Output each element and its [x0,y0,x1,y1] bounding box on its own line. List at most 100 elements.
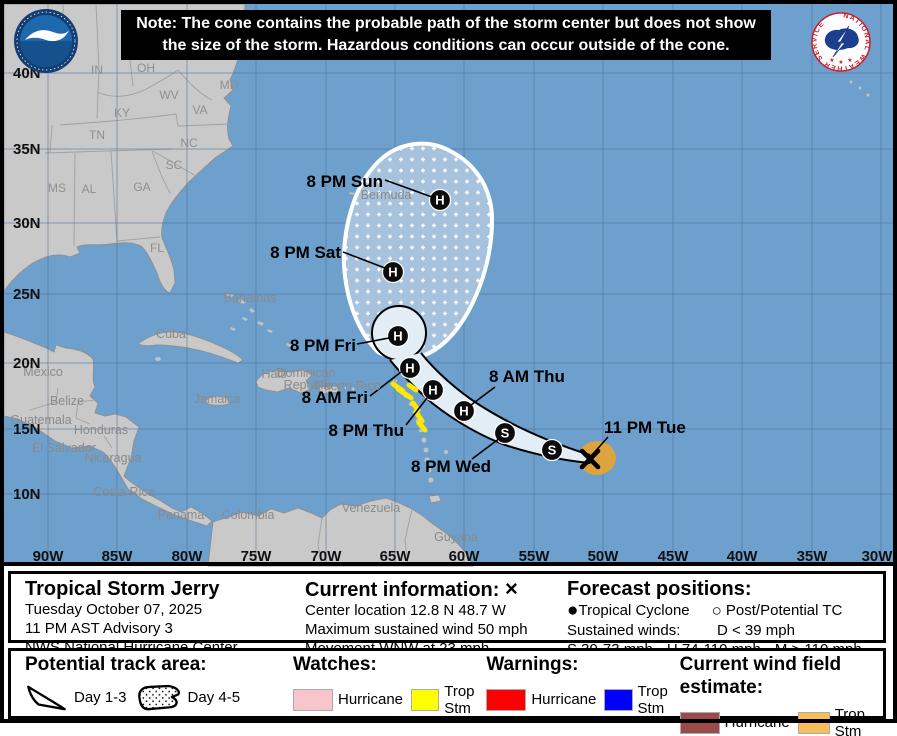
latitude-labels: 40N 35N 30N 25N 20N 15N 10N [13,65,41,503]
state-label: OH [137,61,155,75]
current-position-x [579,448,601,470]
cuba [137,331,244,364]
place-label: Panama [158,508,205,522]
place-label: Guyana [434,530,478,544]
day13-cone-icon [27,685,66,711]
cone-day1-3-fill [390,353,590,463]
current-info-title-text: Current information: [305,579,500,601]
tropical-cyclone-label: Tropical Cyclone [578,602,690,619]
trinidad [428,494,442,504]
place-label: Dominican [276,366,335,380]
place-label: Honduras [74,423,128,437]
potential-track-area-title: Potential track area: [25,654,207,675]
lat-label: 35N [13,141,41,158]
track-time-label: 8 PM Sat [270,243,341,262]
track-time-labels: 8 PM Sun 8 PM Sat 8 PM Fri 8 AM Fri 8 PM… [270,172,686,476]
sustained-winds-row: Sustained winds: D < 39 mph [567,621,877,641]
place-label: Mexico [23,365,63,379]
trop-stm-watch-label: Trop Stm [444,682,475,717]
noaa-logo [14,9,78,73]
windfield-group: Current wind field estimate: Hurricane T… [679,654,883,736]
trop-stm-windfield-item: Trop Stm [797,706,883,736]
storm-identity: Tropical Storm Jerry Tuesday October 07,… [25,578,305,656]
trop-stm-watch-areas [390,381,428,433]
state-label: IN [91,63,103,77]
south-america [207,497,474,567]
lat-label: 30N [13,215,41,232]
lon-label: 45W [658,548,690,565]
state-label: MS [48,181,66,195]
forecast-point-symbol: H [405,361,414,376]
forecast-point-symbol: H [459,404,468,419]
lon-label: 90W [33,548,65,565]
place-label: Bahamas [224,291,277,305]
track-time-label: 8 PM Thu [328,421,404,440]
current-info-title: Current information: × [305,578,567,602]
svg-text:★: ★ [838,59,843,66]
forecast-map: S S H H H H H H 8 PM Sun 8 PM Sat [3,3,894,567]
lat-label: 10N [13,486,41,503]
state-label: SC [166,158,183,172]
forecast-point-symbol: S [548,443,557,458]
forecast-point: H [428,188,452,212]
hurricane-watch-swatch [293,688,333,711]
state-label: VA [192,103,207,117]
lon-label: 50W [588,548,620,565]
forecast-symbols-row: ● Tropical Cyclone ○ Post/Potential TC [567,601,877,621]
place-label: Costa Rica [93,485,154,499]
state-label: FL [150,241,164,255]
place-label: Colombia [222,508,275,522]
svg-text:★: ★ [847,57,852,64]
place-label: Belize [50,394,84,408]
jamaica [205,395,231,406]
current-position-symbol: × [505,576,518,601]
center-location: Center location 12.8 N 48.7 W [305,602,506,619]
storm-info-panel: Tropical Storm Jerry Tuesday October 07,… [8,571,886,658]
cone-day4-5 [341,141,495,361]
lon-label: 55W [519,548,551,565]
potential-track-area-group: Potential track area: Day 1-3 Day 4-5 [25,654,293,716]
warnings-group: Warnings: Hurricane Trop Stm [486,654,679,717]
state-label: GA [133,180,150,194]
forecast-point: H [386,324,410,348]
hurricane-windfield-label: Hurricane [724,714,790,732]
hurricane-warning-label: Hurricane [531,691,597,709]
trop-stm-windfield-swatch [797,711,830,734]
post-potential-circle-icon: ○ [711,601,722,621]
hispaniola [255,369,313,394]
forecast-point-symbol: H [393,329,402,344]
lon-label: 60W [449,548,481,565]
place-label: Republic [284,378,333,392]
day45-label: Day 4-5 [187,689,241,707]
day13-legend-item: Day 1-3 [25,684,127,712]
state-label: KY [114,106,130,120]
wind-category-d: D < 39 mph [717,621,795,639]
forecast-point: H [398,356,422,380]
hurricane-windfield-swatch [679,711,720,734]
nws-logo: NATIONAL WEATHER SERVICE ★ ★ ★ [811,12,871,72]
current-windfield-area [578,441,616,475]
place-label: Jamaica [194,392,241,406]
trop-stm-watch-swatch [411,688,440,711]
hurricane-watch-item: Hurricane [293,688,403,711]
forecast-point-symbol: H [428,383,437,398]
longitude-labels: 90W 85W 80W 75W 70W 65W 60W 55W 50W 45W … [33,548,894,565]
state-label: TN [89,128,105,142]
lat-label: 20N [13,355,41,372]
max-sustained-wind: Maximum sustained wind 50 mph [305,620,528,638]
lon-label: 30W [862,548,893,565]
map-bottom-border [4,562,893,566]
forecast-point: H [381,260,405,284]
trop-stm-warning-swatch [604,688,633,711]
place-label: Guatemala [10,413,71,427]
forecast-positions-title: Forecast positions: [567,578,752,600]
track-time-label: 8 PM Wed [411,457,491,476]
lat-label: 25N [13,286,41,303]
state-label: AL [82,182,97,196]
windfield-title: Current wind field estimate: [679,654,842,698]
place-label: Bermuda [361,188,412,202]
hurricane-warning-item: Hurricane [486,688,597,711]
tropical-cyclone-dot-icon: ● [567,600,579,622]
forecast-point-symbol: H [435,193,444,208]
